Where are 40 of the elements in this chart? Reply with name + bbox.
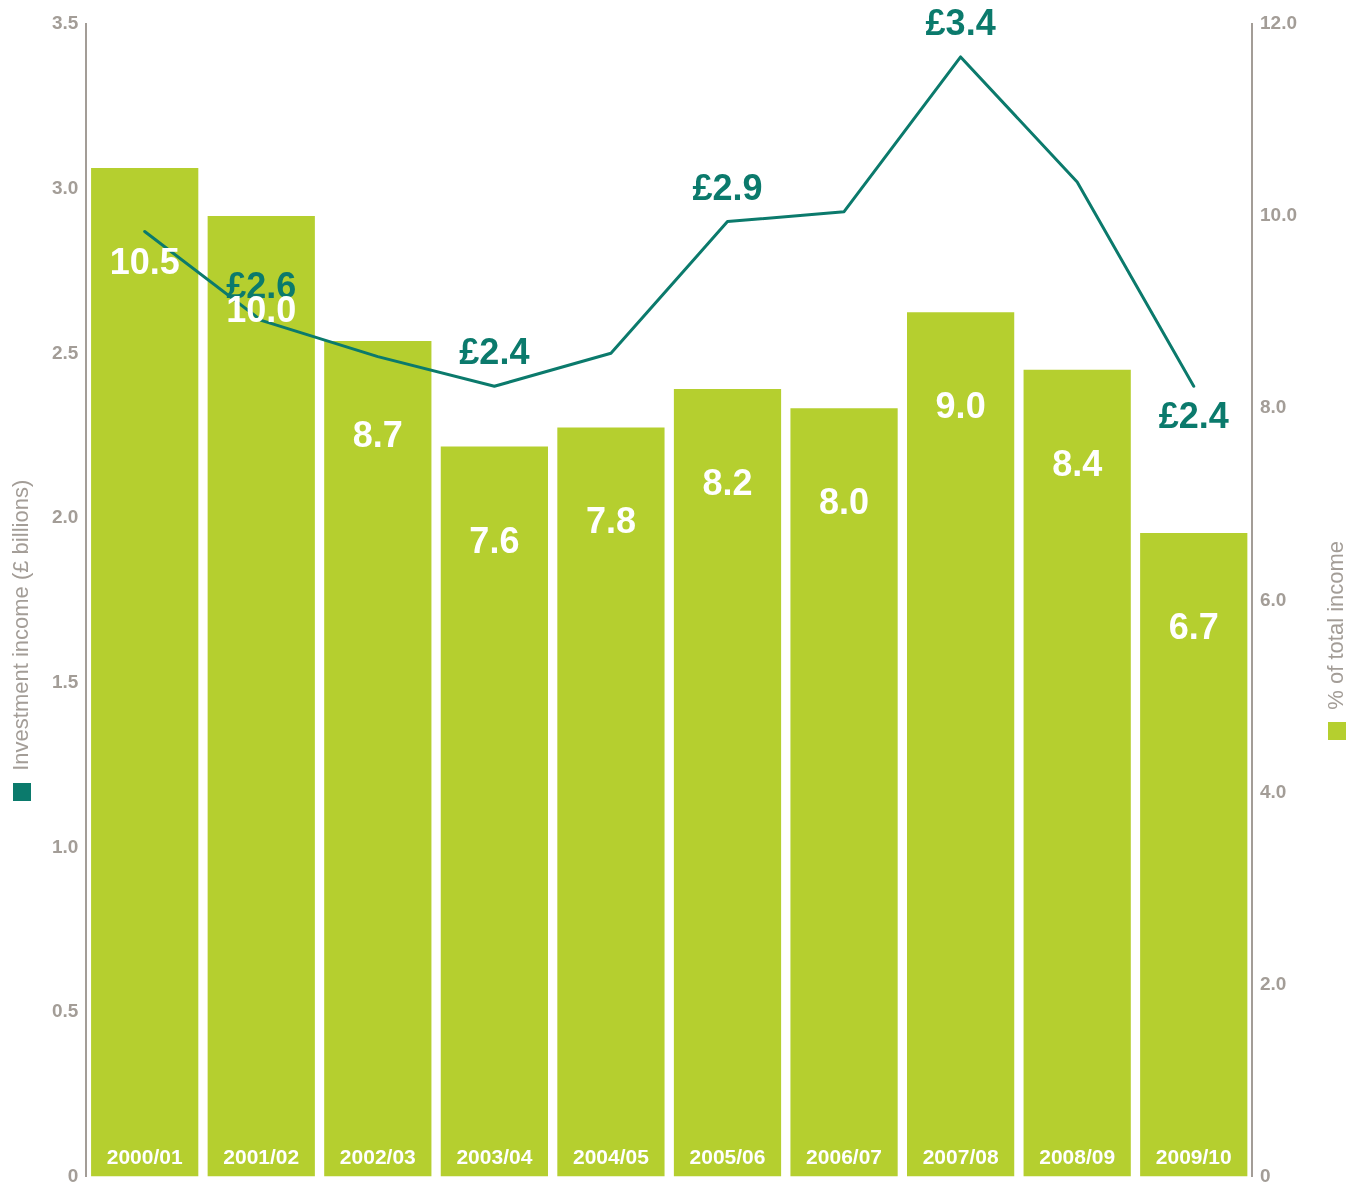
data-label: 8.7 [352, 413, 403, 455]
data-label: £2.4 [459, 331, 530, 373]
y2-tick-label: 4.0 [1260, 780, 1287, 802]
x-tick-label: 2000/01 [106, 1144, 183, 1168]
x-tick-label: 2007/08 [922, 1144, 999, 1168]
data-label: 8.0 [819, 481, 870, 523]
data-label: 9.0 [935, 385, 986, 427]
y-tick-label: 2.0 [51, 506, 79, 528]
y2-tick-label: 6.0 [1260, 588, 1287, 610]
x-tick-label: 2002/03 [339, 1144, 416, 1168]
y-tick-label: 0 [67, 1164, 79, 1186]
y-tick-label: 0.5 [51, 1000, 79, 1022]
x-tick-label: 2005/06 [689, 1144, 766, 1168]
x-tick-label: 2003/04 [456, 1144, 533, 1168]
x-tick-label: 2006/07 [806, 1144, 883, 1168]
data-label: 10.5 [109, 241, 180, 282]
data-label: £2.9 [692, 166, 763, 208]
y2-axis-title: % of total income [1323, 540, 1349, 710]
data-label: £3.4 [925, 1, 996, 43]
data-label: 6.7 [1168, 605, 1219, 647]
y-tick-label: 3.5 [51, 12, 79, 34]
x-tick-label: 2008/09 [1039, 1144, 1116, 1168]
y-tick-label: 1.5 [51, 670, 79, 692]
y2-tick-label: 10.0 [1260, 204, 1297, 226]
y-tick-label: 1.0 [51, 835, 79, 857]
data-label: 7.8 [585, 500, 636, 542]
y-tick-label: 3.0 [51, 176, 79, 198]
y2-tick-label: 2.0 [1260, 972, 1287, 994]
y-tick-label: 2.5 [51, 341, 79, 363]
y2-tick-label: 0 [1260, 1164, 1271, 1186]
data-label: £2.4 [1158, 395, 1229, 437]
x-tick-label: 2001/02 [223, 1144, 300, 1168]
data-label: 8.4 [1052, 442, 1103, 484]
y2-tick-label: 8.0 [1260, 396, 1287, 418]
data-label: 8.2 [702, 461, 753, 503]
y2-tick-label: 12.0 [1260, 12, 1297, 34]
x-tick-label: 2009/10 [1155, 1144, 1232, 1168]
y-axis-title: Investment income (£ billions) [8, 479, 34, 771]
x-tick-label: 2004/05 [572, 1144, 650, 1168]
data-label: 7.6 [469, 519, 520, 561]
